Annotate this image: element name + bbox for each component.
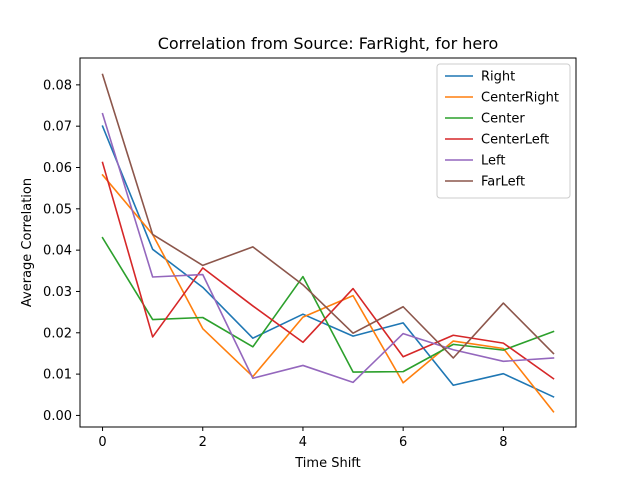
legend-label-centerright: CenterRight <box>481 91 559 106</box>
plot-lines <box>101 73 555 413</box>
y-tick-label: 0.00 <box>43 409 72 424</box>
y-tick-label: 0.03 <box>43 285 72 300</box>
legend-label-right: Right <box>481 70 515 85</box>
y-tick-label: 0.04 <box>43 244 72 259</box>
legend: Right CenterRight Center CenterLeft Left FarL… <box>436 63 571 199</box>
y-tick-label: 0.07 <box>43 120 72 135</box>
y-tick-label: 0.01 <box>43 368 72 383</box>
y-axis-ticks: 0.00 0.01 0.02 0.03 0.04 0.05 0.06 0.07 0.08 <box>43 78 80 424</box>
y-tick-label: 0.08 <box>43 78 72 93</box>
chart-title: Correlation from Source: FarRight, for h… <box>158 34 499 53</box>
x-axis-label: Time Shift <box>294 456 361 471</box>
x-axis-ticks: 0 2 4 6 8 <box>98 427 507 450</box>
x-tick-label: 8 <box>499 435 507 450</box>
legend-label-centerleft: CenterLeft <box>481 133 549 148</box>
y-tick-label: 0.06 <box>43 161 72 176</box>
y-tick-label: 0.05 <box>43 202 72 217</box>
series-line-centerright <box>101 173 555 413</box>
series-line-center <box>101 236 555 373</box>
series-line-left <box>101 112 555 384</box>
series-line-farleft <box>101 73 555 359</box>
x-tick-label: 2 <box>199 435 207 450</box>
y-axis-label: Average Correlation <box>20 178 35 307</box>
series-line-centerleft <box>101 161 555 380</box>
x-tick-label: 6 <box>399 435 407 450</box>
y-tick-label: 0.02 <box>43 326 72 341</box>
legend-label-left: Left <box>481 154 505 169</box>
legend-label-farleft: FarLeft <box>481 175 525 190</box>
plot-frame <box>79 57 577 428</box>
legend-label-center: Center <box>481 112 525 127</box>
x-tick-label: 0 <box>98 435 106 450</box>
x-tick-label: 4 <box>299 435 307 450</box>
